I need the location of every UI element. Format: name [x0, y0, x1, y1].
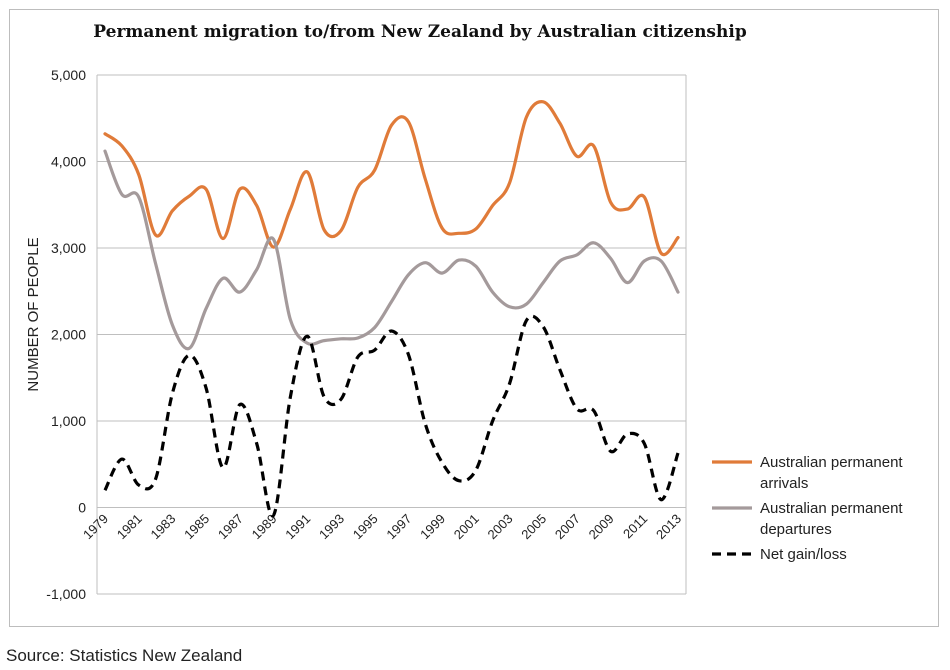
x-tick-label: 2011 — [620, 511, 650, 541]
y-tick-label: -1,000 — [46, 586, 86, 602]
y-tick-label: 0 — [78, 500, 86, 516]
x-tick-label: 1985 — [181, 511, 212, 542]
chart-title: Permanent migration to/from New Zealand … — [93, 22, 747, 42]
y-tick-label: 2,000 — [51, 327, 86, 343]
x-tick-label: 1993 — [316, 511, 347, 542]
x-tick-label: 1981 — [114, 511, 145, 542]
source-note: Source: Statistics New Zealand — [6, 646, 243, 665]
series-line-3 — [103, 314, 680, 518]
series-line-2 — [103, 149, 680, 351]
series-lines — [103, 100, 680, 518]
legend-label-2: Australian permanent — [760, 500, 903, 517]
series-line-1 — [103, 100, 680, 257]
x-tick-label: 2009 — [586, 511, 617, 542]
x-tick-label: 2013 — [653, 511, 684, 542]
legend-label-3: Net gain/loss — [760, 546, 847, 563]
gridlines — [97, 74, 686, 595]
legend: Australian permanent arrivals Australian p… — [712, 454, 903, 563]
x-tick-label: 1979 — [80, 511, 111, 542]
y-axis-label: NUMBER OF PEOPLE — [25, 237, 42, 391]
legend-label-1: Australian permanent — [760, 454, 903, 471]
x-tick-label: 1991 — [282, 511, 313, 542]
chart-frame — [9, 9, 939, 627]
x-tick-label: 1983 — [147, 511, 178, 542]
y-tick-label: 5,000 — [51, 67, 86, 83]
x-axis-ticks: 1979 1981 1983 1985 1987 1989 1991 1993 1995 1997… — [80, 511, 684, 542]
x-tick-label: 2007 — [552, 511, 583, 542]
x-tick-label: 1997 — [383, 511, 414, 542]
x-tick-label: 2003 — [485, 511, 516, 542]
legend-label-1: arrivals — [760, 475, 808, 492]
x-tick-label: 2001 — [451, 511, 482, 542]
x-tick-label: 1987 — [215, 511, 246, 542]
y-tick-label: 3,000 — [51, 240, 86, 256]
y-tick-label: 1,000 — [51, 413, 86, 429]
x-tick-label: 2005 — [518, 511, 549, 542]
plot-border — [96, 75, 687, 594]
y-tick-label: 4,000 — [51, 154, 86, 170]
x-tick-label: 1995 — [350, 511, 381, 542]
legend-label-2: departures — [760, 521, 832, 538]
x-tick-label: 1999 — [417, 511, 448, 542]
y-axis-ticks: -1,000 0 1,000 2,000 3,000 4,000 5,000 — [46, 67, 86, 602]
